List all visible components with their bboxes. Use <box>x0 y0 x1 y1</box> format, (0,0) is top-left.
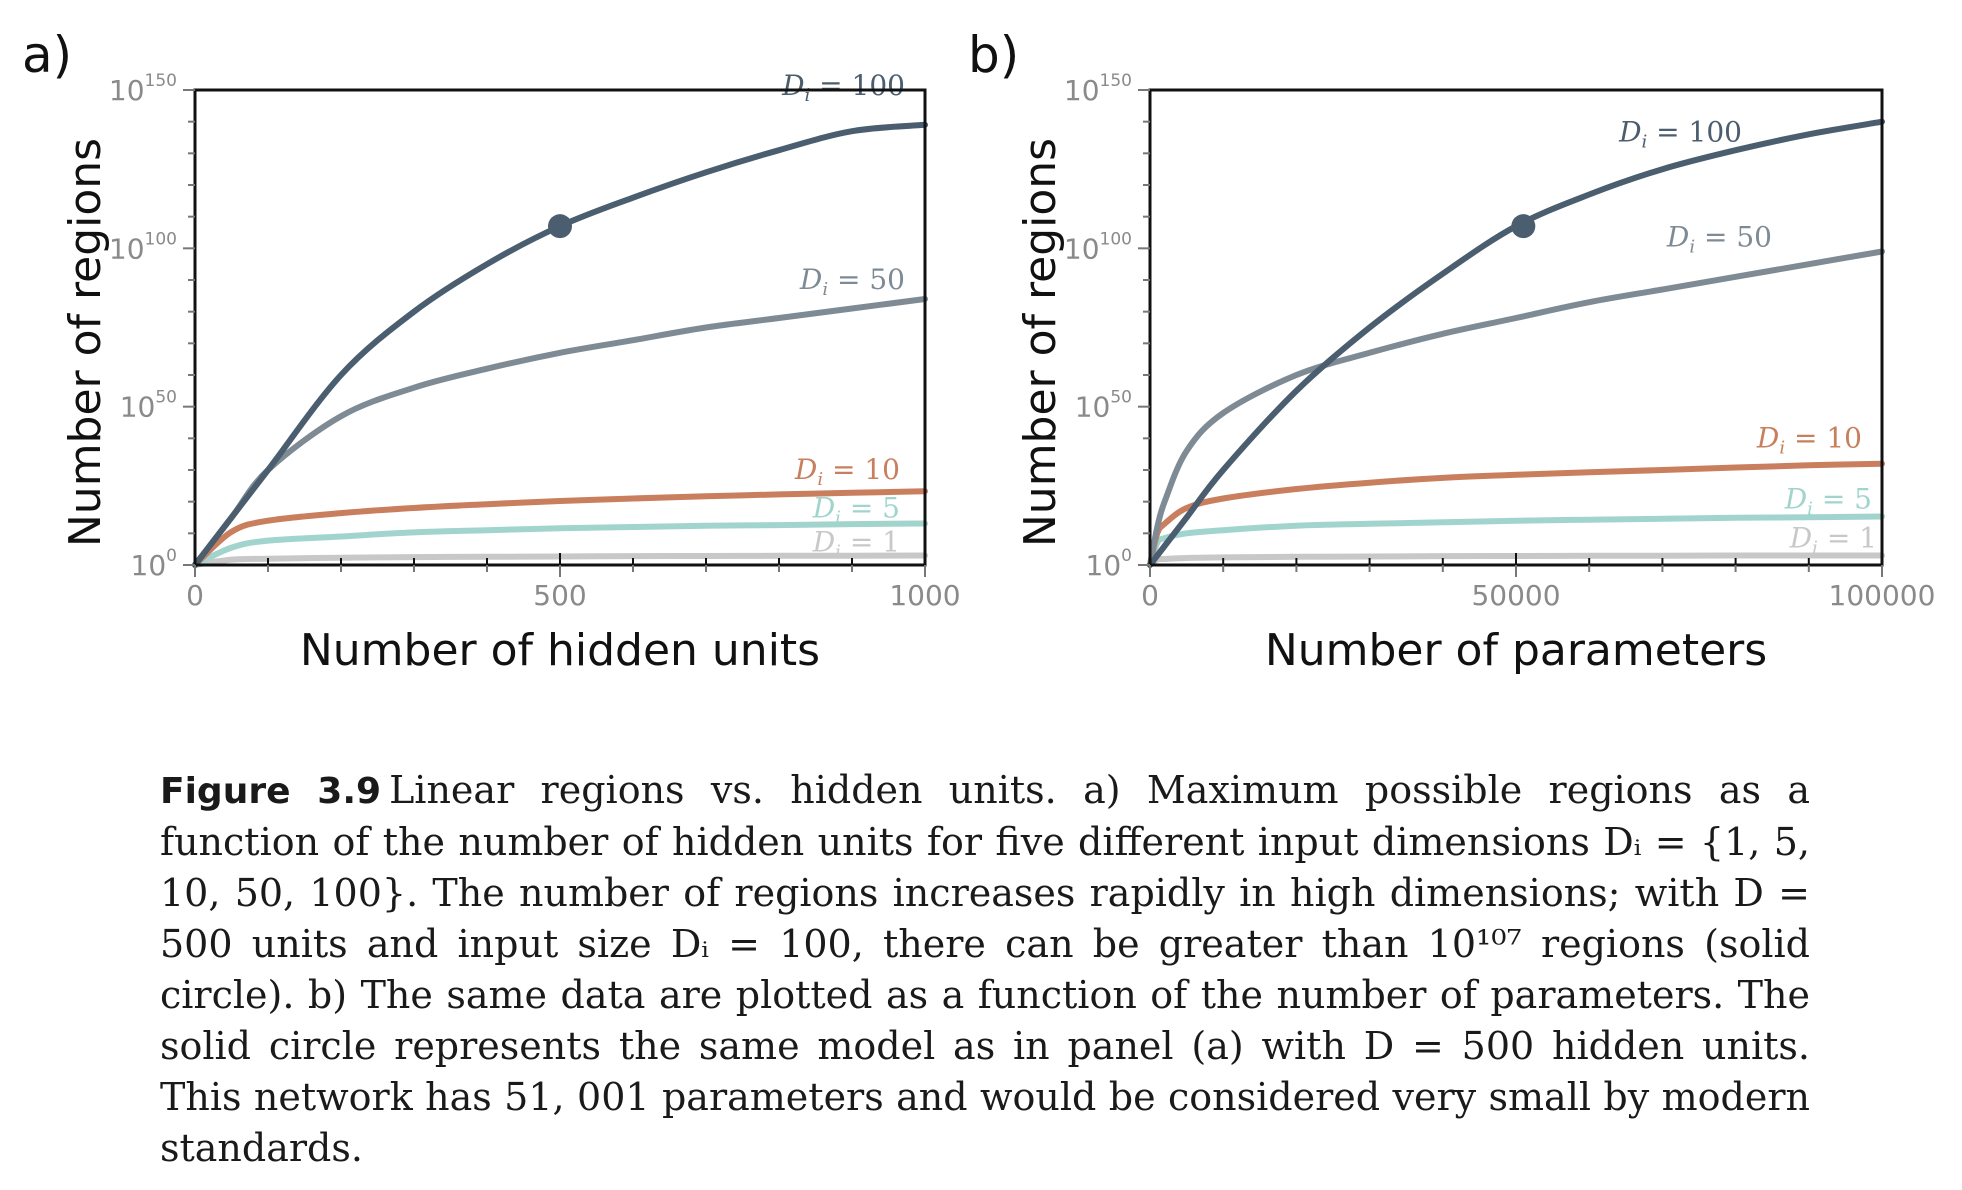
series-label: Di = 50 <box>1666 221 1772 258</box>
series-label: Di = 50 <box>799 263 905 300</box>
x-tick-label: 1000 <box>889 579 960 612</box>
series-label: Di = 5 <box>1784 483 1872 520</box>
figure-caption: Figure 3.9 Linear regions vs. hidden unit… <box>160 765 1810 1174</box>
series-line-di1 <box>1147 552 1885 568</box>
panel-b: b) Di = 1Di = 5 Di = 10 Di = 50 Di = 100 0 500… <box>968 26 1935 676</box>
series-line-di10 <box>1147 460 1885 568</box>
x-tick-label: 50000 <box>1471 579 1560 612</box>
series-line-di100 <box>192 121 928 568</box>
panel-label: b) <box>968 26 1019 84</box>
caption-text: Linear regions vs. hidden units. a) Maxi… <box>160 768 1810 1170</box>
x-tick-label: 500 <box>533 579 586 612</box>
figure-number: Figure 3.9 <box>160 771 382 812</box>
series-line-di100 <box>1147 118 1885 568</box>
x-tick-label: 0 <box>186 579 204 612</box>
solid-circle-marker <box>548 214 572 239</box>
y-tick-label: 100 <box>131 546 177 582</box>
series-label: Di = 1 <box>1789 522 1877 559</box>
solid-circle-marker <box>1511 214 1536 239</box>
panel-a: a) Di = 1Di = 5Di = 10 Di = 50 Di = 100 0 500… <box>22 26 961 676</box>
y-axis-label: Number of regions <box>60 138 111 547</box>
x-axis-label: Number of parameters <box>1265 625 1767 676</box>
series-label: Di = 10 <box>1756 422 1862 459</box>
series-label: Di = 100 <box>1618 116 1742 153</box>
y-tick-label: 1050 <box>120 388 177 424</box>
series-label: Di = 1 <box>812 526 900 563</box>
y-tick-label: 100 <box>1086 546 1132 582</box>
x-tick-label: 100000 <box>1829 579 1936 612</box>
y-tick-label: 10150 <box>109 71 177 107</box>
x-tick-label: 0 <box>1141 579 1159 612</box>
y-tick-label: 10100 <box>109 229 177 265</box>
series-line-di50 <box>1147 248 1885 568</box>
y-tick-label: 10150 <box>1064 71 1132 107</box>
x-axis-label: Number of hidden units <box>300 625 820 676</box>
y-axis-label: Number of regions <box>1015 138 1066 547</box>
series-line-di10 <box>192 488 928 568</box>
series-label: Di = 100 <box>781 69 905 106</box>
panel-label: a) <box>22 26 72 84</box>
series-line-di5 <box>192 520 928 568</box>
y-tick-label: 1050 <box>1075 388 1132 424</box>
series-label: Di = 10 <box>794 453 900 490</box>
series-label: Di = 5 <box>812 492 900 529</box>
y-tick-label: 10100 <box>1064 229 1132 265</box>
